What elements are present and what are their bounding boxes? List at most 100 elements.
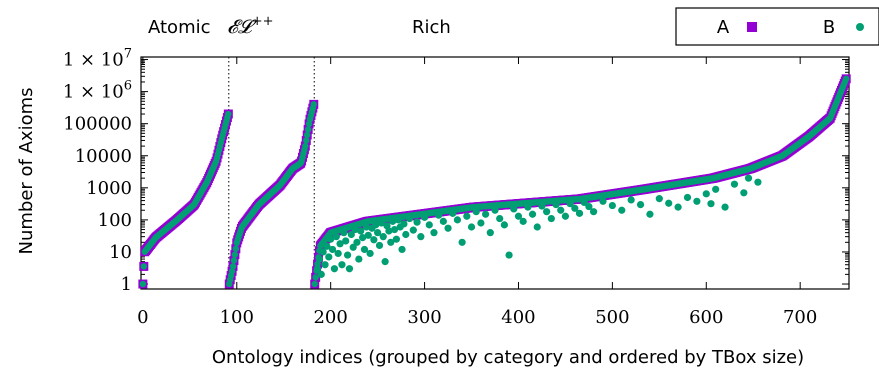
series-b-point [312,281,318,287]
series-b-point [487,229,494,236]
series-b-point [557,207,564,214]
series-b-point [400,220,407,227]
y-tick-label: 100000 [63,114,132,135]
series-b-point [344,251,351,258]
axes: 0 100 200 300 400 500 600 700 1 10 100 1000 10000 100… [63,47,849,328]
series-b-point [444,225,451,232]
series-b-point [703,190,710,197]
series-b-point [340,229,347,236]
x-tick-label: 100 [220,307,254,328]
series-b-point [365,232,372,239]
series-b-point [599,198,606,205]
series-b-point [754,179,761,186]
series-b-point [693,198,700,205]
series-b-point [231,257,237,263]
series-b-point [333,233,340,240]
series-b-point [454,216,461,223]
x-tick-label: 200 [313,307,347,328]
series-b-point [675,204,682,211]
series-b-point [426,221,433,228]
series-b-point [321,261,328,268]
x-tick-label: 0 [137,307,148,328]
series-b-point [520,218,527,225]
x-tick-label: 600 [689,307,723,328]
series-b-point [628,196,635,203]
series-b-point [463,213,470,220]
series-b-point [449,210,456,217]
series-b-point [712,186,719,193]
series-b-point [510,205,517,212]
series-b-point [331,265,338,272]
series-b-point [435,212,442,219]
legend-label-a: A [717,17,730,38]
series-b-point [302,143,308,149]
series-b-point [534,223,541,230]
series-b-point [311,101,317,107]
series-b-point [421,214,428,221]
series-b-point [646,211,653,218]
legend-box [676,8,879,45]
series-b-point [303,137,309,143]
x-axis-label: Ontology indices (grouped by category an… [212,347,804,368]
series-b-point [305,126,311,132]
series-b-point [370,236,377,243]
legend-label-b: B [823,17,835,38]
series-b-point [665,200,672,207]
series-b-point [496,215,503,222]
series-b-point [410,227,417,234]
y-axis-label: Number of Axioms [16,88,37,255]
series-b-point [459,239,466,246]
series-b-point [406,215,413,222]
series-b-point [367,250,374,257]
series-b-point [335,250,342,257]
series-b-point [417,233,424,240]
series-b-point [473,208,480,215]
series-b-point [140,281,146,287]
series-b-point [477,219,484,226]
series-b-point [482,211,489,218]
series-b-point [230,263,236,269]
group-labels: Atomic 𝓔𝓛++ Rich [148,14,451,38]
x-tick-label: 500 [595,307,629,328]
series-b-point [721,204,728,211]
y-tick-label: 1000 [86,178,132,199]
legend-marker-circle [856,23,864,31]
series-b-point [141,263,147,269]
y-tick-label: 10000 [75,146,132,167]
series-b-point [342,237,349,244]
series-b-point [576,210,583,217]
series-b-point [380,233,387,240]
series-b-point [440,218,447,225]
series-b-point [552,201,559,208]
group-label-atomic: Atomic [148,17,211,38]
series-b-point [731,181,738,188]
series-b-point [590,208,597,215]
series-b-point [376,242,383,249]
series-b-point [505,251,512,258]
group-label-el: 𝓔𝓛++ [227,14,274,38]
series-b-point [529,211,536,218]
series-b-point [338,261,345,268]
series-b-point [430,229,437,236]
y-tick-label: 10 [109,242,132,263]
series-b-point [538,202,545,209]
series-b-point [393,236,400,243]
series-b-point [233,246,239,252]
y-tick-label: 1 × 107 [63,47,132,71]
series-b-point [304,132,310,138]
series-b-point [707,200,714,207]
y-tick-label: 1 × 106 [63,79,132,103]
series-b-point [637,201,644,208]
series-b-point [232,251,238,257]
series-b-point [684,194,691,201]
series-b-point [346,265,353,272]
series-b-point [318,271,325,278]
series-b-point [413,219,420,226]
x-tick-label: 400 [501,307,535,328]
series-b-point [382,258,389,265]
series-b-point [524,204,531,211]
group-label-rich: Rich [412,17,451,38]
series-b-point [225,111,231,117]
